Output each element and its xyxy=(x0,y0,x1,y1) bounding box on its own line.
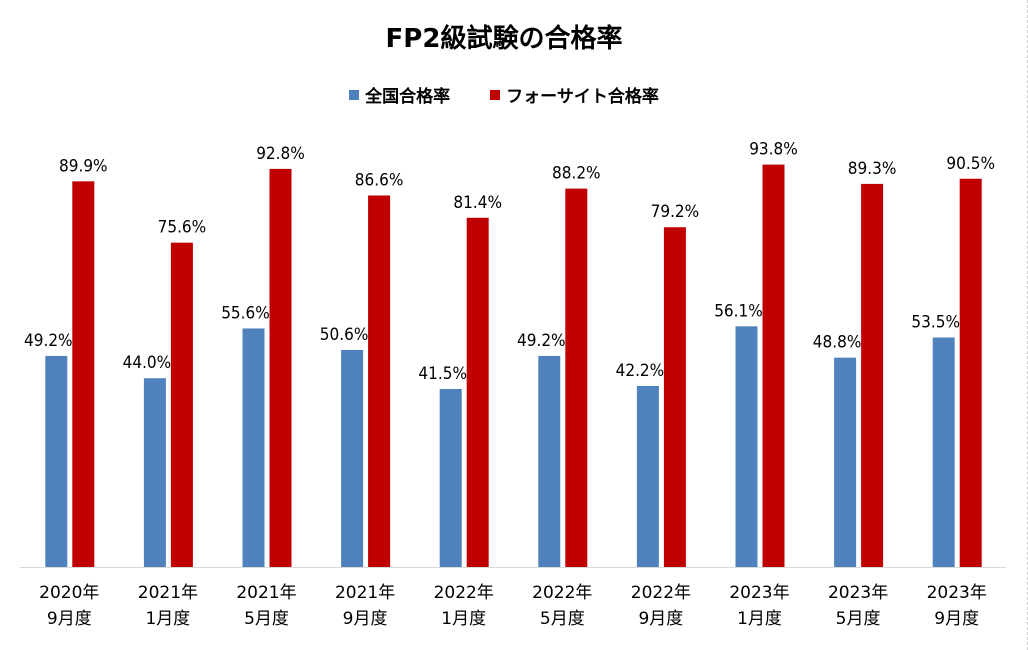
data-label: 55.6% xyxy=(221,303,270,323)
x-tick-label: 9月度 xyxy=(343,609,388,629)
x-tick-label: 2020年 xyxy=(39,583,99,603)
data-label: 79.2% xyxy=(651,202,700,222)
bar-national xyxy=(242,328,265,567)
bar-foresight xyxy=(72,181,95,568)
bar-foresight xyxy=(861,183,884,567)
bar-national xyxy=(439,388,462,567)
bar-national xyxy=(143,378,166,567)
x-tick-label: 2023年 xyxy=(729,583,789,603)
x-tick-label: 9月度 xyxy=(934,609,979,629)
data-label: 90.5% xyxy=(946,154,995,174)
data-label: 93.8% xyxy=(749,140,798,160)
data-label: 89.9% xyxy=(59,156,108,176)
chart-title: FP2級試験の合格率 xyxy=(385,24,623,54)
bar-national xyxy=(636,385,659,567)
x-tick-label: 1月度 xyxy=(441,609,486,629)
legend-label-national: 全国合格率 xyxy=(365,87,451,107)
x-tick-label: 5月度 xyxy=(836,609,881,629)
bar-foresight xyxy=(269,168,292,567)
legend: 全国合格率 フォーサイト合格率 xyxy=(0,82,1008,107)
bar-national xyxy=(341,349,364,567)
data-label: 50.6% xyxy=(320,325,369,345)
data-label: 42.2% xyxy=(616,361,665,381)
x-tick-label: 2023年 xyxy=(927,583,987,603)
legend-item-national: 全国合格率 xyxy=(349,82,450,107)
x-tick-label: 5月度 xyxy=(540,609,585,629)
x-tick-label: 1月度 xyxy=(737,609,782,629)
data-label: 81.4% xyxy=(453,193,502,213)
data-label: 49.2% xyxy=(24,331,73,351)
legend-swatch-national xyxy=(349,89,360,100)
data-label: 88.2% xyxy=(552,164,601,184)
data-label: 53.5% xyxy=(911,312,960,332)
data-label: 48.8% xyxy=(813,333,862,353)
x-tick-label: 2021年 xyxy=(138,583,198,603)
bar-foresight xyxy=(170,242,193,567)
x-tick-label: 2022年 xyxy=(532,583,592,603)
data-label: 75.6% xyxy=(158,218,207,238)
x-tick-label: 2021年 xyxy=(236,583,296,603)
bar-national xyxy=(932,337,955,567)
data-label: 44.0% xyxy=(123,353,172,373)
x-tick-label: 5月度 xyxy=(244,609,289,629)
data-label: 56.1% xyxy=(714,301,763,321)
x-tick-label: 9月度 xyxy=(638,609,683,629)
data-label: 49.2% xyxy=(517,331,566,351)
bar-foresight xyxy=(565,188,588,567)
bar-national xyxy=(735,326,758,567)
bar-foresight xyxy=(466,217,489,567)
legend-label-foresight: フォーサイト合格率 xyxy=(506,87,659,107)
data-label: 89.3% xyxy=(848,159,897,179)
x-tick-label: 1月度 xyxy=(145,609,190,629)
x-tick-label: 2022年 xyxy=(631,583,691,603)
data-label: 41.5% xyxy=(418,364,467,384)
bar-foresight xyxy=(663,227,686,567)
data-label: 92.8% xyxy=(256,144,305,164)
bar-national xyxy=(834,357,857,567)
x-tick-label: 2023年 xyxy=(828,583,888,603)
bar-national xyxy=(45,355,68,567)
bar-foresight xyxy=(762,164,785,567)
legend-swatch-foresight xyxy=(490,89,501,100)
x-tick-label: 2022年 xyxy=(434,583,494,603)
bar-foresight xyxy=(959,178,982,567)
legend-item-foresight: フォーサイト合格率 xyxy=(490,82,659,107)
x-tick-label: 2021年 xyxy=(335,583,395,603)
bar-national xyxy=(538,355,561,567)
bar-foresight xyxy=(368,195,391,567)
data-label: 86.6% xyxy=(355,170,404,190)
x-tick-label: 9月度 xyxy=(47,609,92,629)
